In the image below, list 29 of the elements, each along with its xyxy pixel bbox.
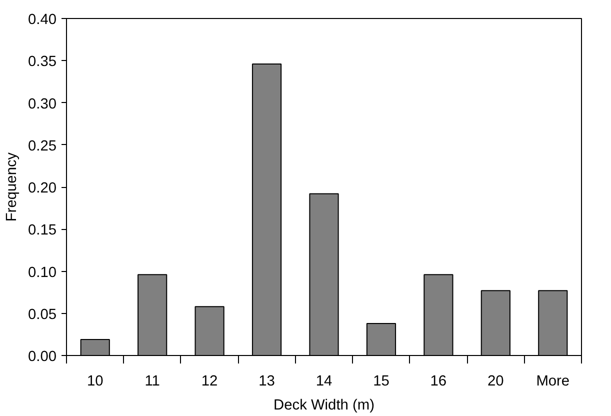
x-tick-label: 13 — [258, 374, 275, 390]
bar — [252, 63, 282, 356]
bar — [80, 338, 110, 356]
y-tick-label: 0.00 — [28, 349, 57, 365]
y-tick-label: 0.25 — [28, 138, 57, 154]
bar — [138, 274, 168, 356]
bar — [194, 306, 224, 356]
bar — [424, 274, 454, 356]
y-tick-label: 0.05 — [28, 306, 57, 323]
x-tick-label: 10 — [86, 374, 104, 390]
y-axis-title: Frequency — [4, 152, 20, 222]
x-tick-label: 20 — [488, 374, 504, 390]
x-tick-label: 11 — [144, 374, 160, 390]
y-tick-label: 0.40 — [28, 12, 57, 28]
x-tick-label: More — [536, 374, 570, 390]
bar — [309, 193, 339, 356]
y-tick-label: 0.20 — [28, 180, 57, 196]
x-tick-label: 12 — [201, 374, 218, 390]
y-tick-label: 0.10 — [28, 264, 57, 281]
x-axis-title: Deck Width (m) — [274, 398, 374, 414]
bar — [366, 322, 396, 356]
x-tick-label: 14 — [316, 374, 332, 390]
bar — [480, 290, 510, 356]
bar — [538, 290, 568, 356]
y-tick-label: 0.15 — [28, 222, 57, 239]
y-tick-label: 0.35 — [28, 54, 57, 70]
y-tick-label: 0.30 — [28, 96, 57, 112]
x-tick-label: 16 — [430, 374, 447, 390]
x-tick-label: 15 — [373, 374, 390, 390]
